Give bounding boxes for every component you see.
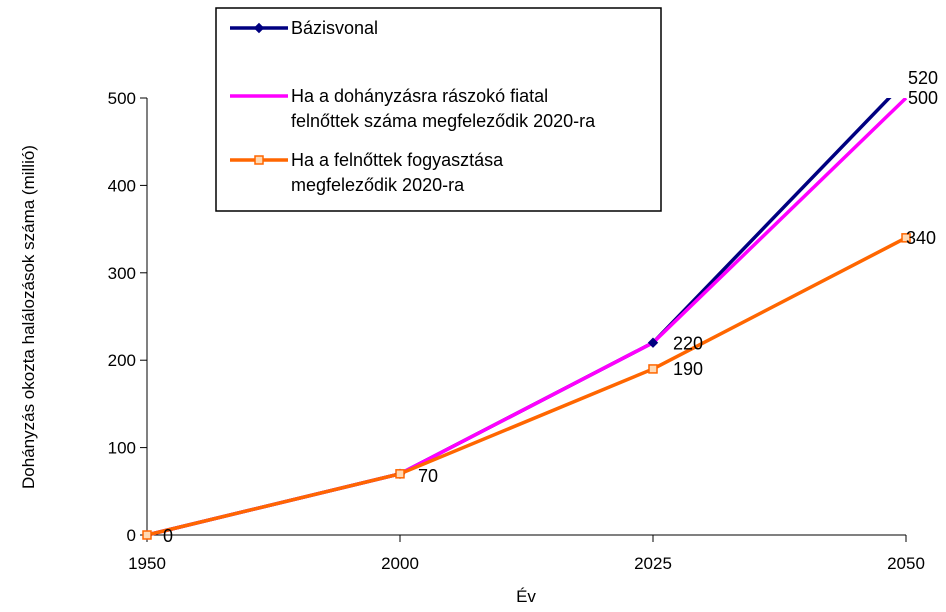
legend-label: megfeleződik 2020-ra [291, 175, 465, 195]
data-label: 520 [908, 68, 938, 88]
y-tick-label: 500 [108, 89, 136, 108]
data-label: 500 [908, 88, 938, 108]
legend-label: Ha a felnőttek fogyasztása [291, 150, 504, 170]
series-3-point [648, 364, 658, 374]
x-tick-label: 2050 [887, 554, 925, 573]
legend-marker [254, 155, 264, 165]
series-1-point [647, 337, 659, 348]
y-tick-label: 200 [108, 351, 136, 370]
x-axis-title: Év [516, 587, 536, 606]
legend-entry-3: Ha a felnőttek fogyasztása megfeleződik 2… [230, 150, 504, 195]
x-ticks: 1950 2000 2025 2050 [128, 535, 925, 573]
y-tick-label: 300 [108, 264, 136, 283]
chart-axes [146, 98, 906, 536]
series-line-3 [146, 236, 907, 537]
data-label: 70 [418, 466, 438, 486]
series-group [141, 98, 911, 541]
y-ticks: 0 100 200 300 400 500 [108, 89, 147, 545]
x-tick-label: 2000 [381, 554, 419, 573]
series-3-point [142, 530, 152, 540]
legend-entry-2: Ha a dohányzásra rászokó fiatal felnőttek… [230, 86, 596, 131]
data-label: 220 [673, 334, 703, 354]
legend: Bázisvonal Ha a dohányzásra rászokó fiata… [215, 7, 662, 212]
series-3-point [901, 233, 911, 243]
legend-label: Bázisvonal [291, 18, 378, 38]
data-label: 340 [906, 228, 936, 248]
x-tick-label: 1950 [128, 554, 166, 573]
series-3-point [395, 469, 405, 479]
y-tick-label: 0 [127, 526, 136, 545]
y-tick-label: 400 [108, 176, 136, 195]
legend-box [215, 7, 662, 212]
legend-marker [253, 22, 265, 34]
legend-label: felnőttek száma megfeleződik 2020-ra [291, 111, 596, 131]
legend-label: Ha a dohányzásra rászokó fiatal [291, 86, 548, 106]
data-label: 0 [163, 526, 173, 546]
legend-entry-1: Bázisvonal [230, 18, 378, 38]
data-label: 190 [673, 359, 703, 379]
x-tick-label: 2025 [634, 554, 672, 573]
y-axis-title: Dohányzás okozta halálozások száma (mill… [19, 145, 38, 489]
y-tick-label: 100 [108, 439, 136, 458]
